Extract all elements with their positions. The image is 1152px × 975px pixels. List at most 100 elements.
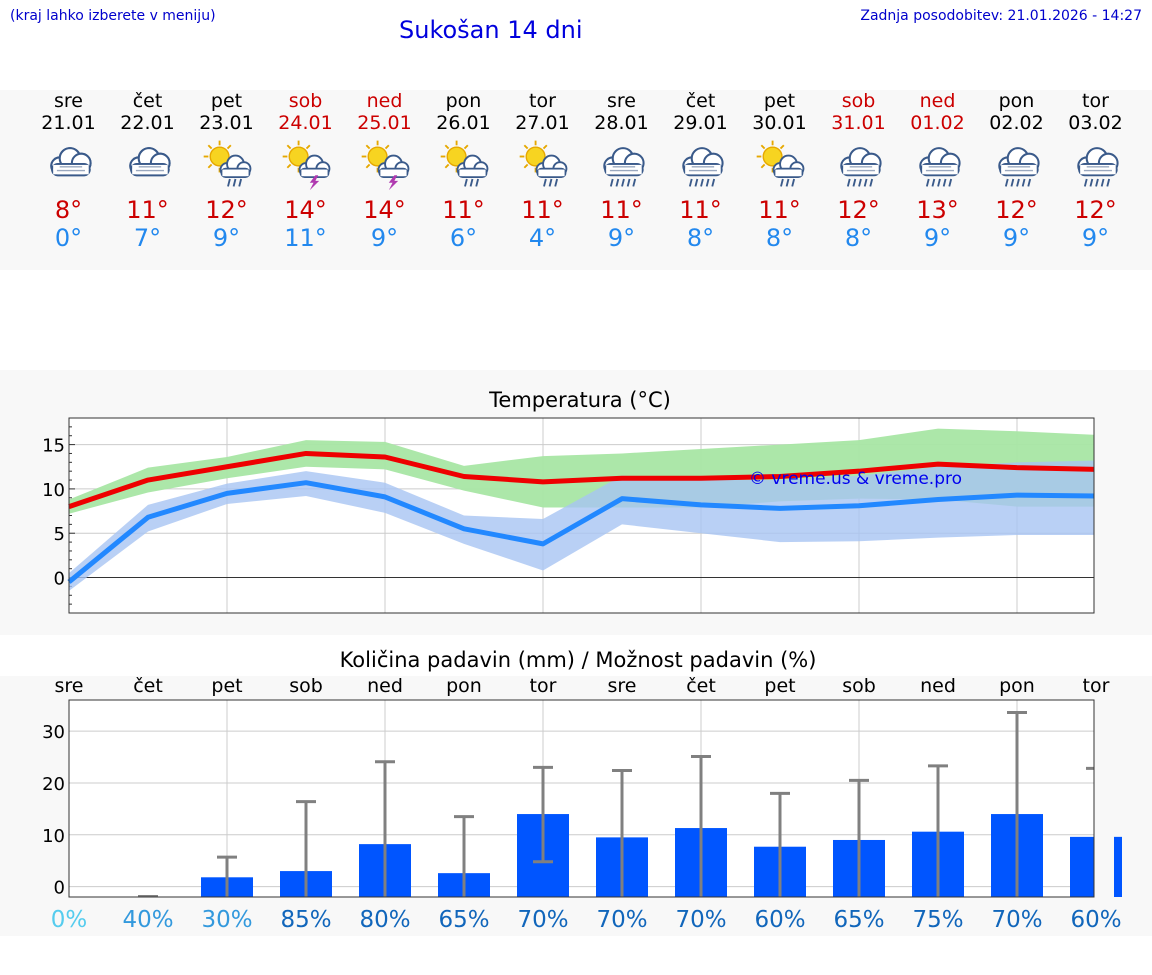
day-date: 22.01 [120, 112, 175, 134]
day-date: 24.01 [278, 112, 333, 134]
day-name: sob [841, 90, 876, 112]
max-temp-line [68, 450, 1097, 510]
day-name: sre [607, 90, 636, 112]
temp-min: 8° [844, 224, 873, 252]
day-date: 23.01 [199, 112, 254, 134]
day-name: ned [919, 90, 956, 112]
day-date: 29.01 [673, 112, 728, 134]
cloud-rain-icon [673, 138, 731, 190]
temp-max: 12° [1074, 196, 1117, 224]
precip-y-tick-label: 30 [42, 722, 65, 743]
last-updated: Zadnja posodobitev: 21.01.2026 - 14:27 [860, 8, 1142, 24]
cloud-rain-icon [831, 138, 889, 190]
plot-clip [1094, 416, 1114, 615]
sun-cloud-thunder-icon [357, 138, 415, 191]
precip-day-label: pet [764, 675, 795, 697]
cloud-rain-icon [594, 138, 652, 190]
temp-max: 14° [284, 196, 327, 224]
precip-chart-title: Količina padavin (mm) / Možnost padavin … [339, 648, 817, 672]
temp-y-tick-label: 10 [42, 480, 65, 501]
cloud-rain-icon [989, 138, 1047, 190]
forecast-row: sre 21.01 8° 0° čet 22.01 11° 7° pet 23.01 12° 9° so… [0, 90, 1152, 270]
day-name: sre [54, 90, 83, 112]
precip-probability: 70% [517, 907, 568, 933]
forecast-day: pet 23.01 12° 9° [187, 90, 266, 270]
precip-probability: 70% [596, 907, 647, 933]
precip-y-tick-label: 0 [54, 878, 65, 899]
plot-clip [1094, 698, 1114, 899]
precip-probability: 60% [754, 907, 805, 933]
precip-day-label: sob [842, 675, 876, 697]
day-name: tor [529, 90, 556, 112]
forecast-day: sob 31.01 12° 8° [819, 90, 898, 270]
precip-day-label: tor [1083, 675, 1110, 697]
temp-max: 12° [995, 196, 1038, 224]
sun-cloud-thunder-icon [278, 138, 336, 191]
temp-max: 14° [363, 196, 406, 224]
day-date: 01.02 [910, 112, 965, 134]
temp-min: 9° [1081, 224, 1110, 252]
precip-probability: 30% [201, 907, 252, 933]
menu-hint[interactable]: (kraj lahko izberete v meniju) [10, 8, 216, 24]
temp-min: 9° [1002, 224, 1031, 252]
sun-cloud-rain-icon [515, 138, 573, 190]
min-temp-range-band [69, 460, 1096, 591]
sun-cloud-rain-icon [436, 138, 494, 190]
temp-min: 7° [133, 224, 162, 252]
cloudy-icon [41, 138, 99, 190]
sun-cloud-rain-icon [199, 138, 257, 190]
forecast-day: ned 01.02 13° 9° [898, 90, 977, 270]
precip-probability: 70% [991, 907, 1042, 933]
precip-probability: 65% [438, 907, 489, 933]
sun-cloud-rain-icon [752, 138, 810, 190]
day-date: 28.01 [594, 112, 649, 134]
temp-min: 6° [449, 224, 478, 252]
page-title: Sukošan 14 dni [399, 16, 583, 44]
precip-y-tick-label: 20 [42, 774, 65, 795]
temperature-chart: 0 5 10 15 © vreme.us & vreme.pro [42, 416, 1114, 615]
precip-day-label: ned [920, 675, 956, 697]
day-name: pon [445, 90, 482, 112]
cloud-rain-icon [1068, 138, 1126, 190]
precip-day-label: pon [999, 675, 1035, 697]
temp-y-tick-label: 15 [42, 436, 65, 457]
forecast-day: tor 03.02 12° 9° [1056, 90, 1135, 270]
temp-min: 4° [528, 224, 557, 252]
temp-max: 11° [679, 196, 722, 224]
forecast-day: ned 25.01 14° 9° [345, 90, 424, 270]
temp-min: 9° [607, 224, 636, 252]
precip-chart: sre čet pet sob ned pon tor sre čet pet sob ned pon t… [42, 675, 1122, 933]
forecast-day: pon 26.01 11° 6° [424, 90, 503, 270]
day-date: 30.01 [752, 112, 807, 134]
temp-max: 11° [521, 196, 564, 224]
temp-max: 13° [916, 196, 959, 224]
precip-probability: 0% [51, 907, 88, 933]
temp-max: 8° [54, 196, 83, 224]
day-name: pon [998, 90, 1035, 112]
day-name: čet [685, 90, 716, 112]
temp-max: 11° [758, 196, 801, 224]
forecast-day: čet 22.01 11° 7° [108, 90, 187, 270]
temp-max: 11° [600, 196, 643, 224]
forecast-day: pet 30.01 11° 8° [740, 90, 819, 270]
precip-day-label: pon [446, 675, 482, 697]
day-date: 02.02 [989, 112, 1044, 134]
precip-probability: 80% [359, 907, 410, 933]
precip-probability: 40% [122, 907, 173, 933]
min-temp-line [67, 480, 1097, 584]
day-name: tor [1082, 90, 1109, 112]
precip-day-label: čet [133, 675, 163, 697]
temp-min: 9° [923, 224, 952, 252]
forecast-day: pon 02.02 12° 9° [977, 90, 1056, 270]
temperature-chart-title: Temperatura (°C) [489, 388, 671, 412]
precip-day-label: pet [211, 675, 242, 697]
day-date: 31.01 [831, 112, 886, 134]
forecast-day: sob 24.01 14° 11° [266, 90, 345, 270]
precip-plot-frame [68, 699, 1095, 898]
day-date: 03.02 [1068, 112, 1123, 134]
temp-min: 9° [370, 224, 399, 252]
precip-day-label: sre [55, 675, 84, 697]
temp-y-tick-label: 5 [54, 524, 65, 545]
precip-probability: 75% [912, 907, 963, 933]
precip-day-label: sre [608, 675, 637, 697]
